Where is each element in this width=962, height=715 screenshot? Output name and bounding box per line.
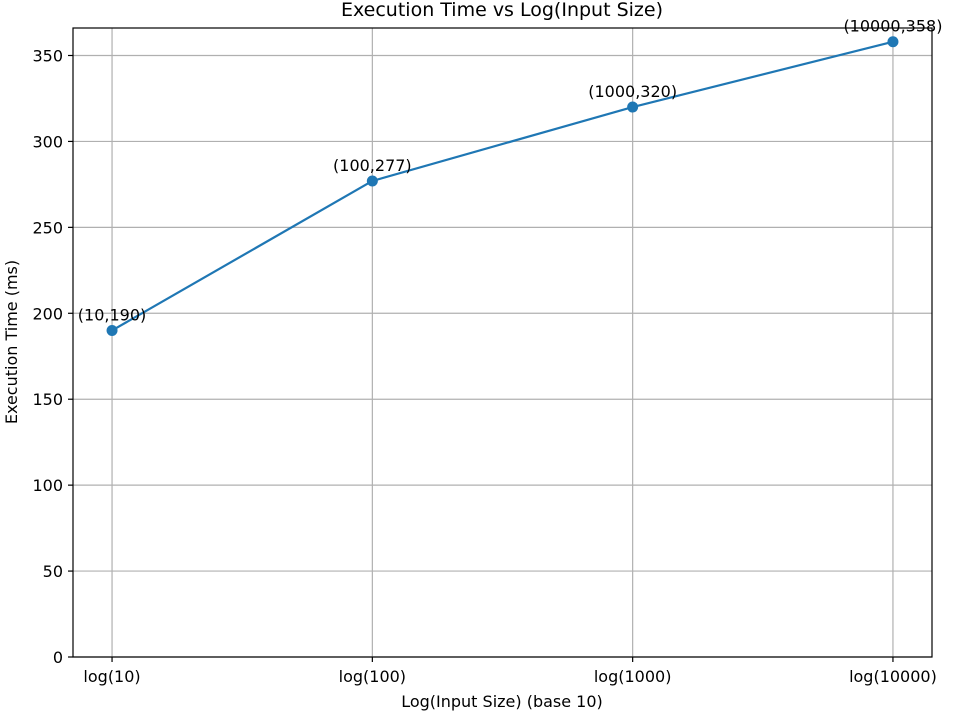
- data-point: [106, 324, 118, 336]
- data-label: (10,190): [78, 305, 146, 324]
- y-tick-label: 150: [32, 390, 63, 409]
- data-point: [627, 101, 639, 113]
- axis-ticks: log(10) log(100) log(1000) log(10000) 0 50 100…: [32, 46, 936, 686]
- x-tick-label: log(10): [83, 667, 140, 686]
- x-tick-label: log(10000): [849, 667, 937, 686]
- y-axis-label: Execution Time (ms): [2, 260, 21, 424]
- y-tick-label: 250: [32, 218, 63, 237]
- plot-frame: [72, 27, 933, 658]
- y-tick-label: 50: [43, 562, 63, 581]
- y-tick-label: 350: [32, 46, 63, 65]
- series-layer: (10,190) (100,277) (1000,320) (10000,358): [78, 17, 942, 336]
- data-label: (1000,320): [588, 82, 677, 101]
- x-axis-label: Log(Input Size) (base 10): [401, 692, 603, 711]
- x-tick-label: log(100): [339, 667, 406, 686]
- y-tick-label: 200: [32, 304, 63, 323]
- x-tick-label: log(1000): [594, 667, 672, 686]
- grid-lines: [73, 28, 932, 658]
- data-point: [887, 36, 899, 48]
- data-point: [366, 175, 378, 187]
- series-line: [111, 40, 894, 332]
- chart-title: Execution Time vs Log(Input Size): [341, 0, 663, 21]
- data-label: (10000,358): [843, 17, 942, 36]
- y-tick-label: 0: [53, 648, 63, 667]
- data-label: (100,277): [333, 156, 412, 175]
- y-tick-label: 100: [32, 476, 63, 495]
- y-tick-label: 300: [32, 132, 63, 151]
